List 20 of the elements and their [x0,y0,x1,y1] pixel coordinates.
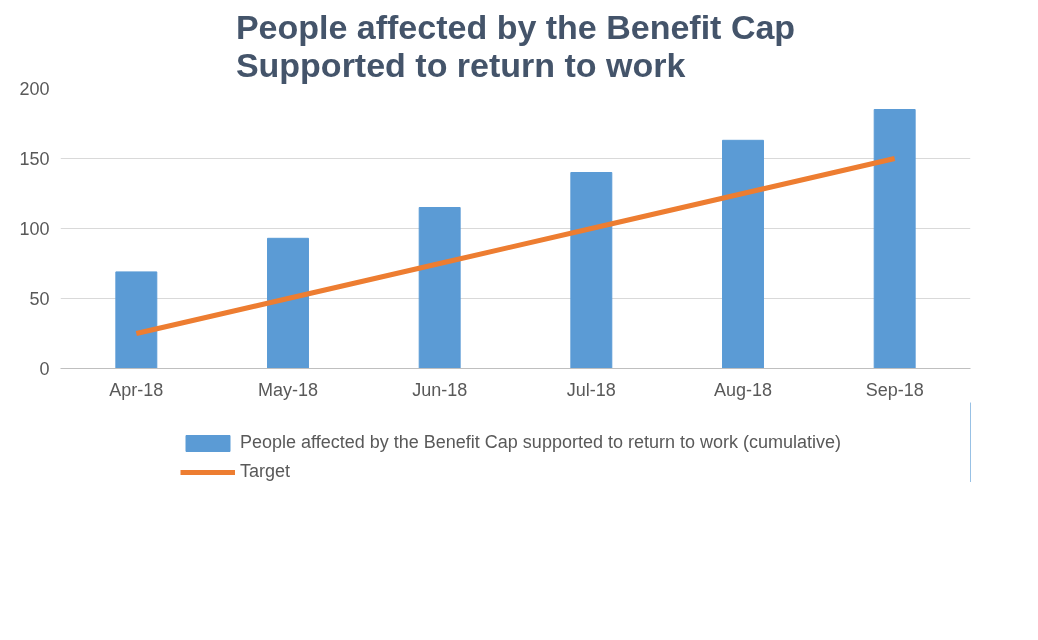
x-tick-label: May-18 [257,379,319,400]
legend-label: Target [240,461,291,482]
y-tick-label: 50 [29,289,50,309]
bar [267,237,309,369]
bar [722,139,764,369]
y-tick-label: 200 [19,79,50,99]
x-tick-label: Sep-18 [865,379,924,400]
x-tick-label: Apr-18 [109,379,164,400]
x-tick-label: Jul-18 [566,379,616,400]
bar [873,109,916,369]
x-tick-label: Aug-18 [713,379,773,400]
bar [115,271,158,369]
legend-label: People affected by the Benefit Cap supported to return to work (cumulative) [240,432,842,453]
bar [418,207,461,369]
chart-title: People affected by the Benefit Cap Supported to return to work [235,7,796,84]
x-tick-label: Jun-18 [412,379,468,400]
y-tick-label: 150 [19,149,50,169]
bar [570,172,613,369]
y-tick-label: 100 [19,219,50,239]
y-tick-label: 0 [39,359,50,379]
